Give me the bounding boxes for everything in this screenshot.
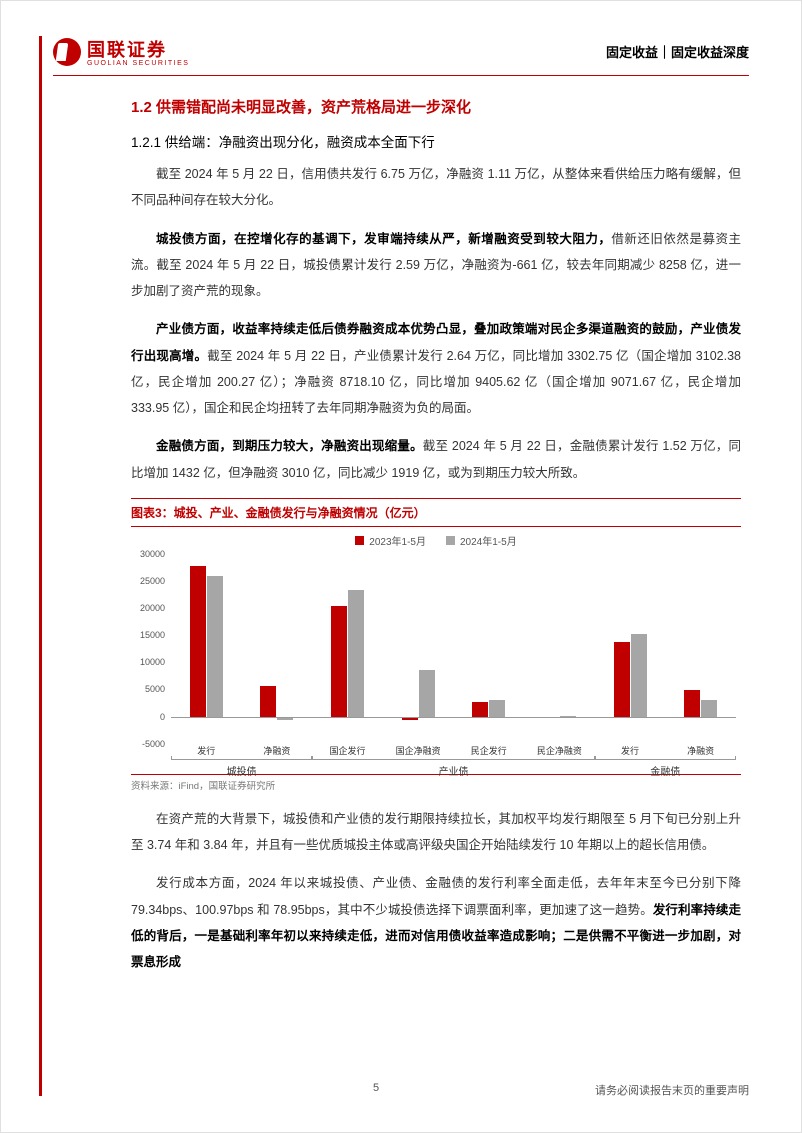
xcategory: 城投债 (171, 759, 312, 778)
xlabel: 国企净融资 (383, 744, 454, 757)
bar (207, 576, 223, 717)
bar-group (524, 554, 595, 744)
xcategory: 产业债 (312, 759, 595, 778)
logo-icon (53, 38, 81, 66)
page-number: 5 (373, 1082, 379, 1098)
bar-group (454, 554, 525, 744)
legend-item-2023: 2023年1-5月 (355, 533, 426, 548)
bar (190, 566, 206, 717)
page-header: 国联证券 GUOLIAN SECURITIES 固定收益｜固定收益深度 (53, 36, 749, 76)
bar-group (171, 554, 242, 744)
bar (331, 606, 347, 716)
company-logo: 国联证券 GUOLIAN SECURITIES (53, 36, 189, 67)
xlabel: 净融资 (665, 744, 736, 757)
para2-bold: 城投债方面，在控增化存的基调下，发审端持续从严，新增融资受到较大阻力， (156, 232, 611, 246)
legend-label-2024: 2024年1-5月 (460, 533, 517, 548)
para3-rest: 截至 2024 年 5 月 22 日，产业债累计发行 2.64 万亿，同比增加 … (131, 349, 741, 416)
section-heading-2: 1.2 供需错配尚未明显改善，资产荒格局进一步深化 (131, 96, 741, 117)
logo-text-cn: 国联证券 (87, 36, 189, 62)
section-heading-3: 1.2.1 供给端：净融资出现分化，融资成本全面下行 (131, 131, 741, 151)
ytick: 15000 (140, 630, 165, 640)
bar (260, 686, 276, 716)
ytick: 10000 (140, 657, 165, 667)
ytick: 30000 (140, 549, 165, 559)
legend-swatch-2024 (446, 536, 455, 545)
ytick: 20000 (140, 603, 165, 613)
para4-bold: 金融债方面，到期压力较大，净融资出现缩量。 (156, 439, 423, 453)
bar-group (383, 554, 454, 744)
chart-yaxis: -5000050001000015000200002500030000 (131, 554, 169, 744)
xlabel: 民企净融资 (524, 744, 595, 757)
bar (472, 702, 488, 717)
paragraph-5: 在资产荒的大背景下，城投债和产业债的发行期限持续拉长，其加权平均发行期限至 5 … (131, 806, 741, 859)
bar (419, 670, 435, 716)
xlabel: 发行 (595, 744, 666, 757)
bar (684, 690, 700, 717)
chart-bars (171, 554, 736, 744)
main-content: 1.2 供需错配尚未明显改善，资产荒格局进一步深化 1.2.1 供给端：净融资出… (131, 96, 741, 987)
logo-text-en: GUOLIAN SECURITIES (87, 60, 189, 67)
xlabel: 发行 (171, 744, 242, 757)
page-footer: 5 请务必阅读报告末页的重要声明 (53, 1082, 749, 1098)
chart-xlabels: 发行净融资国企发行国企净融资民企发行民企净融资发行净融资 (171, 744, 736, 757)
bar-group (312, 554, 383, 744)
xlabel: 民企发行 (454, 744, 525, 757)
xlabel: 国企发行 (312, 744, 383, 757)
bar (614, 642, 630, 717)
bar (701, 700, 717, 716)
paragraph-6: 发行成本方面，2024 年以来城投债、产业债、金融债的发行利率全面走低，去年年末… (131, 870, 741, 975)
ytick: 25000 (140, 576, 165, 586)
bar-chart: 2023年1-5月 2024年1-5月 -5000050001000015000… (131, 533, 741, 768)
para6-a: 发行成本方面，2024 年以来城投债、产业债、金融债的发行利率全面走低，去年年末… (131, 876, 741, 916)
legend-swatch-2023 (355, 536, 364, 545)
figure-title: 图表3：城投、产业、金融债发行与净融资情况（亿元） (131, 498, 741, 527)
bar-group (595, 554, 666, 744)
paragraph-3: 产业债方面，收益率持续走低后债券融资成本优势凸显，叠加政策端对民企多渠道融资的鼓… (131, 316, 741, 421)
chart-plot-area: -5000050001000015000200002500030000 (171, 554, 736, 744)
chart-legend: 2023年1-5月 2024年1-5月 (131, 533, 741, 548)
paragraph-1: 截至 2024 年 5 月 22 日，信用债共发行 6.75 万亿，净融资 1.… (131, 161, 741, 214)
chart-xcategories: 城投债产业债金融债 (171, 759, 736, 778)
bar (489, 700, 505, 716)
ytick: 5000 (145, 684, 165, 694)
paragraph-4: 金融债方面，到期压力较大，净融资出现缩量。截至 2024 年 5 月 22 日，… (131, 433, 741, 486)
zero-line (171, 717, 736, 718)
ytick: 0 (160, 712, 165, 722)
bar-group (242, 554, 313, 744)
bar (631, 634, 647, 717)
bar-group (665, 554, 736, 744)
xcategory: 金融债 (595, 759, 736, 778)
xlabel: 净融资 (242, 744, 313, 757)
header-category: 固定收益｜固定收益深度 (606, 42, 749, 61)
left-accent-border (39, 36, 42, 1096)
legend-label-2023: 2023年1-5月 (369, 533, 426, 548)
legend-item-2024: 2024年1-5月 (446, 533, 517, 548)
ytick: -5000 (142, 739, 165, 749)
bar (348, 590, 364, 717)
paragraph-2: 城投债方面，在控增化存的基调下，发审端持续从严，新增融资受到较大阻力，借新还旧依… (131, 226, 741, 305)
footer-disclaimer: 请务必阅读报告末页的重要声明 (595, 1082, 749, 1098)
